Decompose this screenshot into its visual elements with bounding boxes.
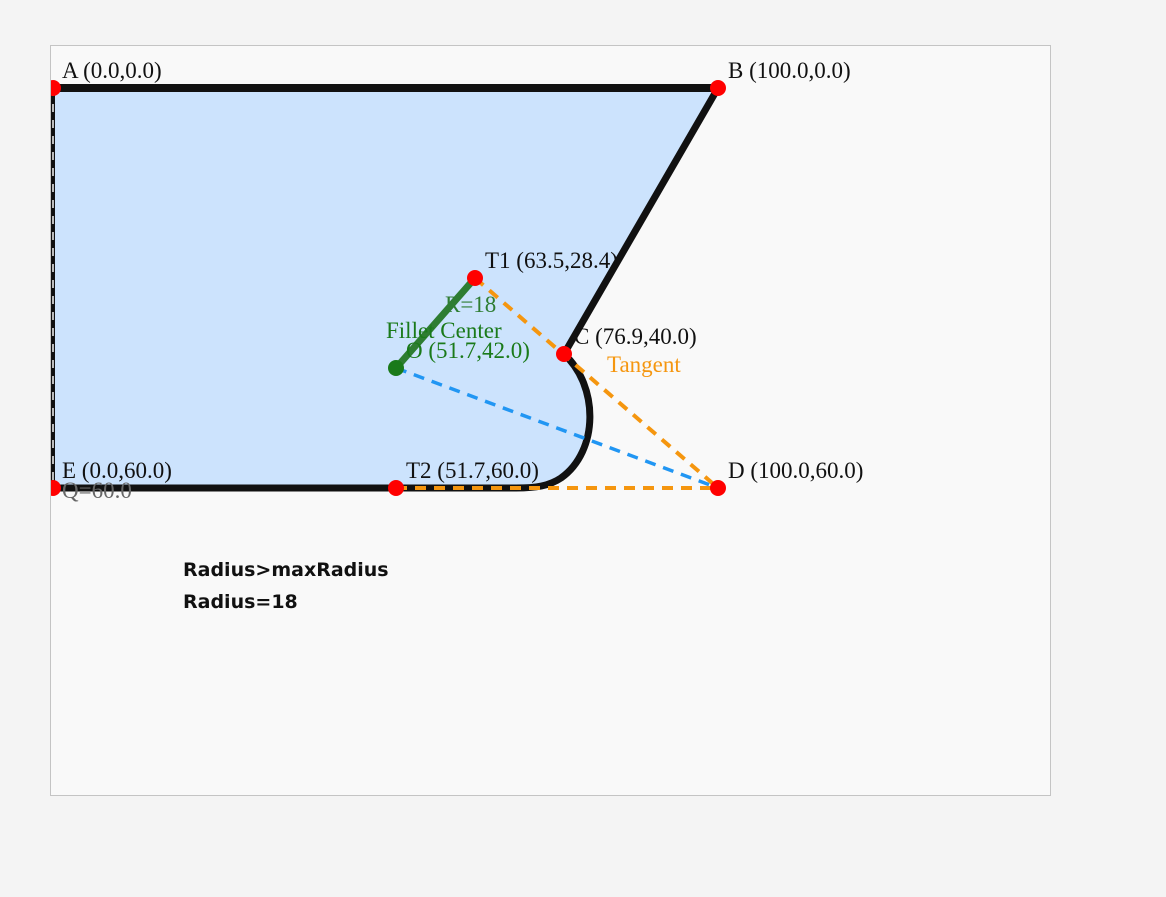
drawing-canvas[interactable]: A (0.0,0.0) B (100.0,0.0) C (76.9,40.0) … [50,45,1051,796]
label-radius: R=18 [445,292,496,317]
fillet-diagram: A (0.0,0.0) B (100.0,0.0) C (76.9,40.0) … [51,58,863,503]
label-d: D (100.0,60.0) [728,458,863,483]
radius-line [393,275,478,371]
center-to-d-line [395,366,719,490]
label-e: E (0.0,60.0) [62,458,172,483]
point-a[interactable] [51,80,61,96]
point-t1[interactable] [467,270,483,286]
status-line-1: Radius>maxRadius [183,559,389,581]
label-c: C (76.9,40.0) [574,324,697,349]
point-c[interactable] [556,346,572,362]
point-b[interactable] [710,80,726,96]
label-fillet-center: Fillet Center [386,318,502,343]
shape-fill [53,88,718,488]
label-b: B (100.0,0.0) [728,58,851,83]
point-d[interactable] [710,480,726,496]
status-line-2: Radius=18 [183,591,298,613]
tangent-line-t1-d [473,276,720,490]
label-t1: T1 (63.5,28.4) [485,248,618,273]
label-t2: T2 (51.7,60.0) [406,458,539,483]
outline-bc [560,86,722,356]
point-t2[interactable] [388,480,404,496]
point-o[interactable] [388,360,404,376]
point-e[interactable] [51,480,61,496]
label-o: O (51.7,42.0) [406,338,530,363]
label-q: Q=60.0 [62,478,132,503]
label-a: A (0.0,0.0) [62,58,162,83]
label-tangent: Tangent [607,352,681,377]
